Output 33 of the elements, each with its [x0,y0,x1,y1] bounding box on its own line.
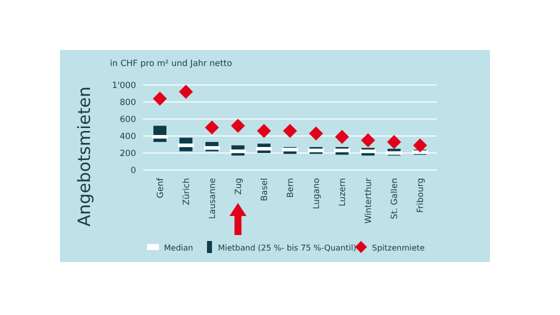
x-tick-label: Luzern [338,178,348,206]
point [256,124,271,138]
y-tick-label: 800 [120,98,136,108]
y-tick-label: 600 [120,114,136,125]
x-tick-label: Zürich [182,178,192,206]
legend-label: Spitzenmiete [372,244,425,252]
point [152,92,167,106]
point [204,120,219,134]
x-tick-label: Bern [286,178,296,198]
x-tick-label: St. Gallen [390,178,400,220]
chart-subtitle: in CHF pro m² und Jahr netto [110,59,232,69]
y-tick-label: 200 [120,148,136,159]
text: Median [164,244,194,252]
legend-label: Mietband (25 %- bis 75 %-Quantil) [218,244,356,252]
x-tick-label: Lausanne [208,178,218,219]
point [309,126,324,140]
y-tick-label: 1'000 [112,80,136,91]
point [178,84,193,99]
point [335,130,350,144]
point [230,118,245,133]
point [361,133,376,148]
point [413,138,428,152]
x-tick-label: Lugano [312,178,322,210]
x-tick-label: Zug [234,178,244,195]
y-tick-label: 0 [130,166,136,176]
x-tick-label: Winterthur [364,178,374,224]
y-axis-title: Angebotsmieten [75,86,95,227]
point [283,124,297,138]
y-tick-label: 400 [120,132,136,142]
x-tick-label: Fribourg [416,178,426,213]
point [387,134,402,149]
x-tick-label: Basel [260,178,270,202]
x-tick-label: Genf [156,177,166,198]
